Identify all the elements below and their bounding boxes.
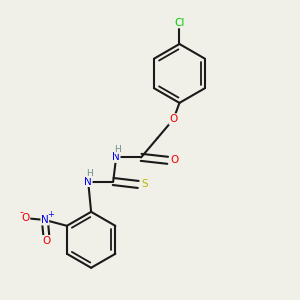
Text: Cl: Cl [174, 17, 184, 28]
Text: O: O [170, 155, 178, 165]
Text: O: O [42, 236, 50, 245]
Text: S: S [141, 179, 148, 190]
Text: N: N [84, 176, 92, 187]
Text: +: + [47, 209, 54, 218]
Text: -: - [19, 207, 23, 217]
Text: H: H [86, 169, 93, 178]
Text: N: N [112, 152, 120, 162]
Text: H: H [114, 145, 121, 154]
Text: N: N [41, 215, 49, 225]
Text: O: O [22, 214, 30, 224]
Text: O: O [169, 114, 178, 124]
